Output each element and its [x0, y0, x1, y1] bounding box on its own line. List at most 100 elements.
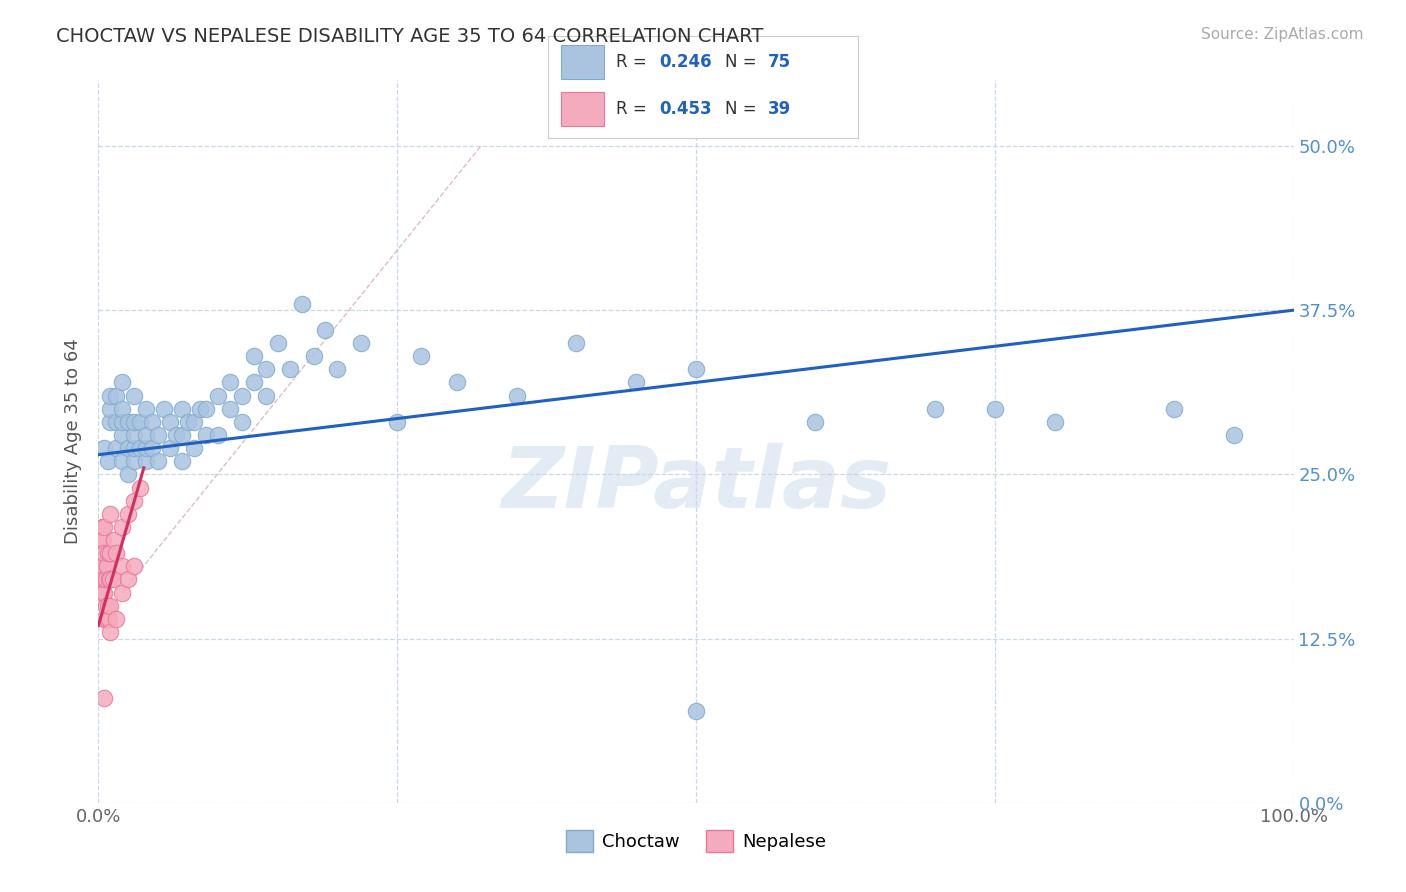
Point	[93, 690, 115, 705]
Point	[93, 612, 115, 626]
Point	[148, 428, 170, 442]
Point	[101, 573, 124, 587]
Text: 0.453: 0.453	[659, 100, 713, 118]
Point	[195, 428, 218, 442]
Point	[159, 441, 181, 455]
FancyBboxPatch shape	[561, 92, 605, 126]
Point	[159, 415, 181, 429]
Point	[111, 454, 134, 468]
Point	[315, 323, 337, 337]
Point	[231, 388, 253, 402]
Point	[183, 415, 205, 429]
Point	[124, 388, 146, 402]
Text: 39: 39	[768, 100, 792, 118]
Point	[93, 520, 115, 534]
Point	[90, 533, 112, 547]
Point	[1163, 401, 1185, 416]
Point	[565, 336, 588, 351]
Point	[93, 573, 115, 587]
Point	[98, 599, 122, 613]
Point	[302, 349, 325, 363]
Point	[105, 415, 128, 429]
Point	[924, 401, 946, 416]
Point	[506, 388, 529, 402]
Point	[326, 362, 349, 376]
Point	[124, 559, 146, 574]
Point	[267, 336, 290, 351]
Point	[105, 546, 128, 560]
Point	[117, 441, 139, 455]
Point	[129, 481, 152, 495]
Legend: Choctaw, Nepalese: Choctaw, Nepalese	[558, 822, 834, 859]
Point	[135, 441, 157, 455]
Point	[97, 546, 120, 560]
Point	[172, 454, 194, 468]
Point	[124, 415, 146, 429]
Point	[94, 573, 117, 587]
FancyBboxPatch shape	[561, 45, 605, 78]
Point	[111, 415, 134, 429]
Text: ZIPatlas: ZIPatlas	[501, 443, 891, 526]
Point	[153, 401, 176, 416]
Point	[98, 546, 122, 560]
Text: N =: N =	[724, 100, 762, 118]
Point	[97, 454, 120, 468]
Point	[207, 388, 229, 402]
Point	[626, 376, 648, 390]
Point	[111, 376, 134, 390]
Point	[124, 454, 146, 468]
Point	[254, 362, 277, 376]
Point	[984, 401, 1007, 416]
Point	[98, 573, 121, 587]
Point	[278, 362, 301, 376]
Point	[195, 401, 218, 416]
Point	[1043, 415, 1066, 429]
Text: R =: R =	[616, 53, 652, 70]
Point	[105, 388, 128, 402]
Point	[103, 533, 125, 547]
Point	[804, 415, 827, 429]
Point	[91, 585, 114, 599]
Point	[685, 704, 707, 718]
Point	[91, 520, 114, 534]
Point	[254, 388, 277, 402]
Point	[105, 612, 128, 626]
Point	[98, 573, 122, 587]
Point	[243, 376, 266, 390]
Text: N =: N =	[724, 53, 762, 70]
Point	[117, 507, 139, 521]
Point	[685, 362, 707, 376]
Point	[91, 559, 114, 574]
Point	[98, 415, 122, 429]
Point	[165, 428, 187, 442]
Point	[1223, 428, 1246, 442]
Point	[93, 441, 115, 455]
Point	[117, 415, 139, 429]
Point	[411, 349, 433, 363]
Text: 0.246: 0.246	[659, 53, 713, 70]
Point	[111, 428, 134, 442]
Point	[98, 388, 122, 402]
Point	[96, 559, 118, 574]
Point	[129, 415, 152, 429]
Text: Source: ZipAtlas.com: Source: ZipAtlas.com	[1201, 27, 1364, 42]
Point	[446, 376, 468, 390]
Point	[97, 599, 120, 613]
Point	[124, 493, 146, 508]
Point	[98, 401, 122, 416]
Point	[135, 401, 157, 416]
Point	[291, 296, 314, 310]
Point	[98, 507, 122, 521]
Point	[350, 336, 373, 351]
Point	[385, 415, 409, 429]
Text: R =: R =	[616, 100, 652, 118]
Point	[219, 376, 242, 390]
Point	[207, 428, 229, 442]
Point	[177, 415, 200, 429]
Point	[111, 520, 134, 534]
Point	[91, 533, 114, 547]
Point	[96, 612, 118, 626]
Point	[91, 546, 114, 560]
Point	[188, 401, 211, 416]
Point	[141, 415, 163, 429]
